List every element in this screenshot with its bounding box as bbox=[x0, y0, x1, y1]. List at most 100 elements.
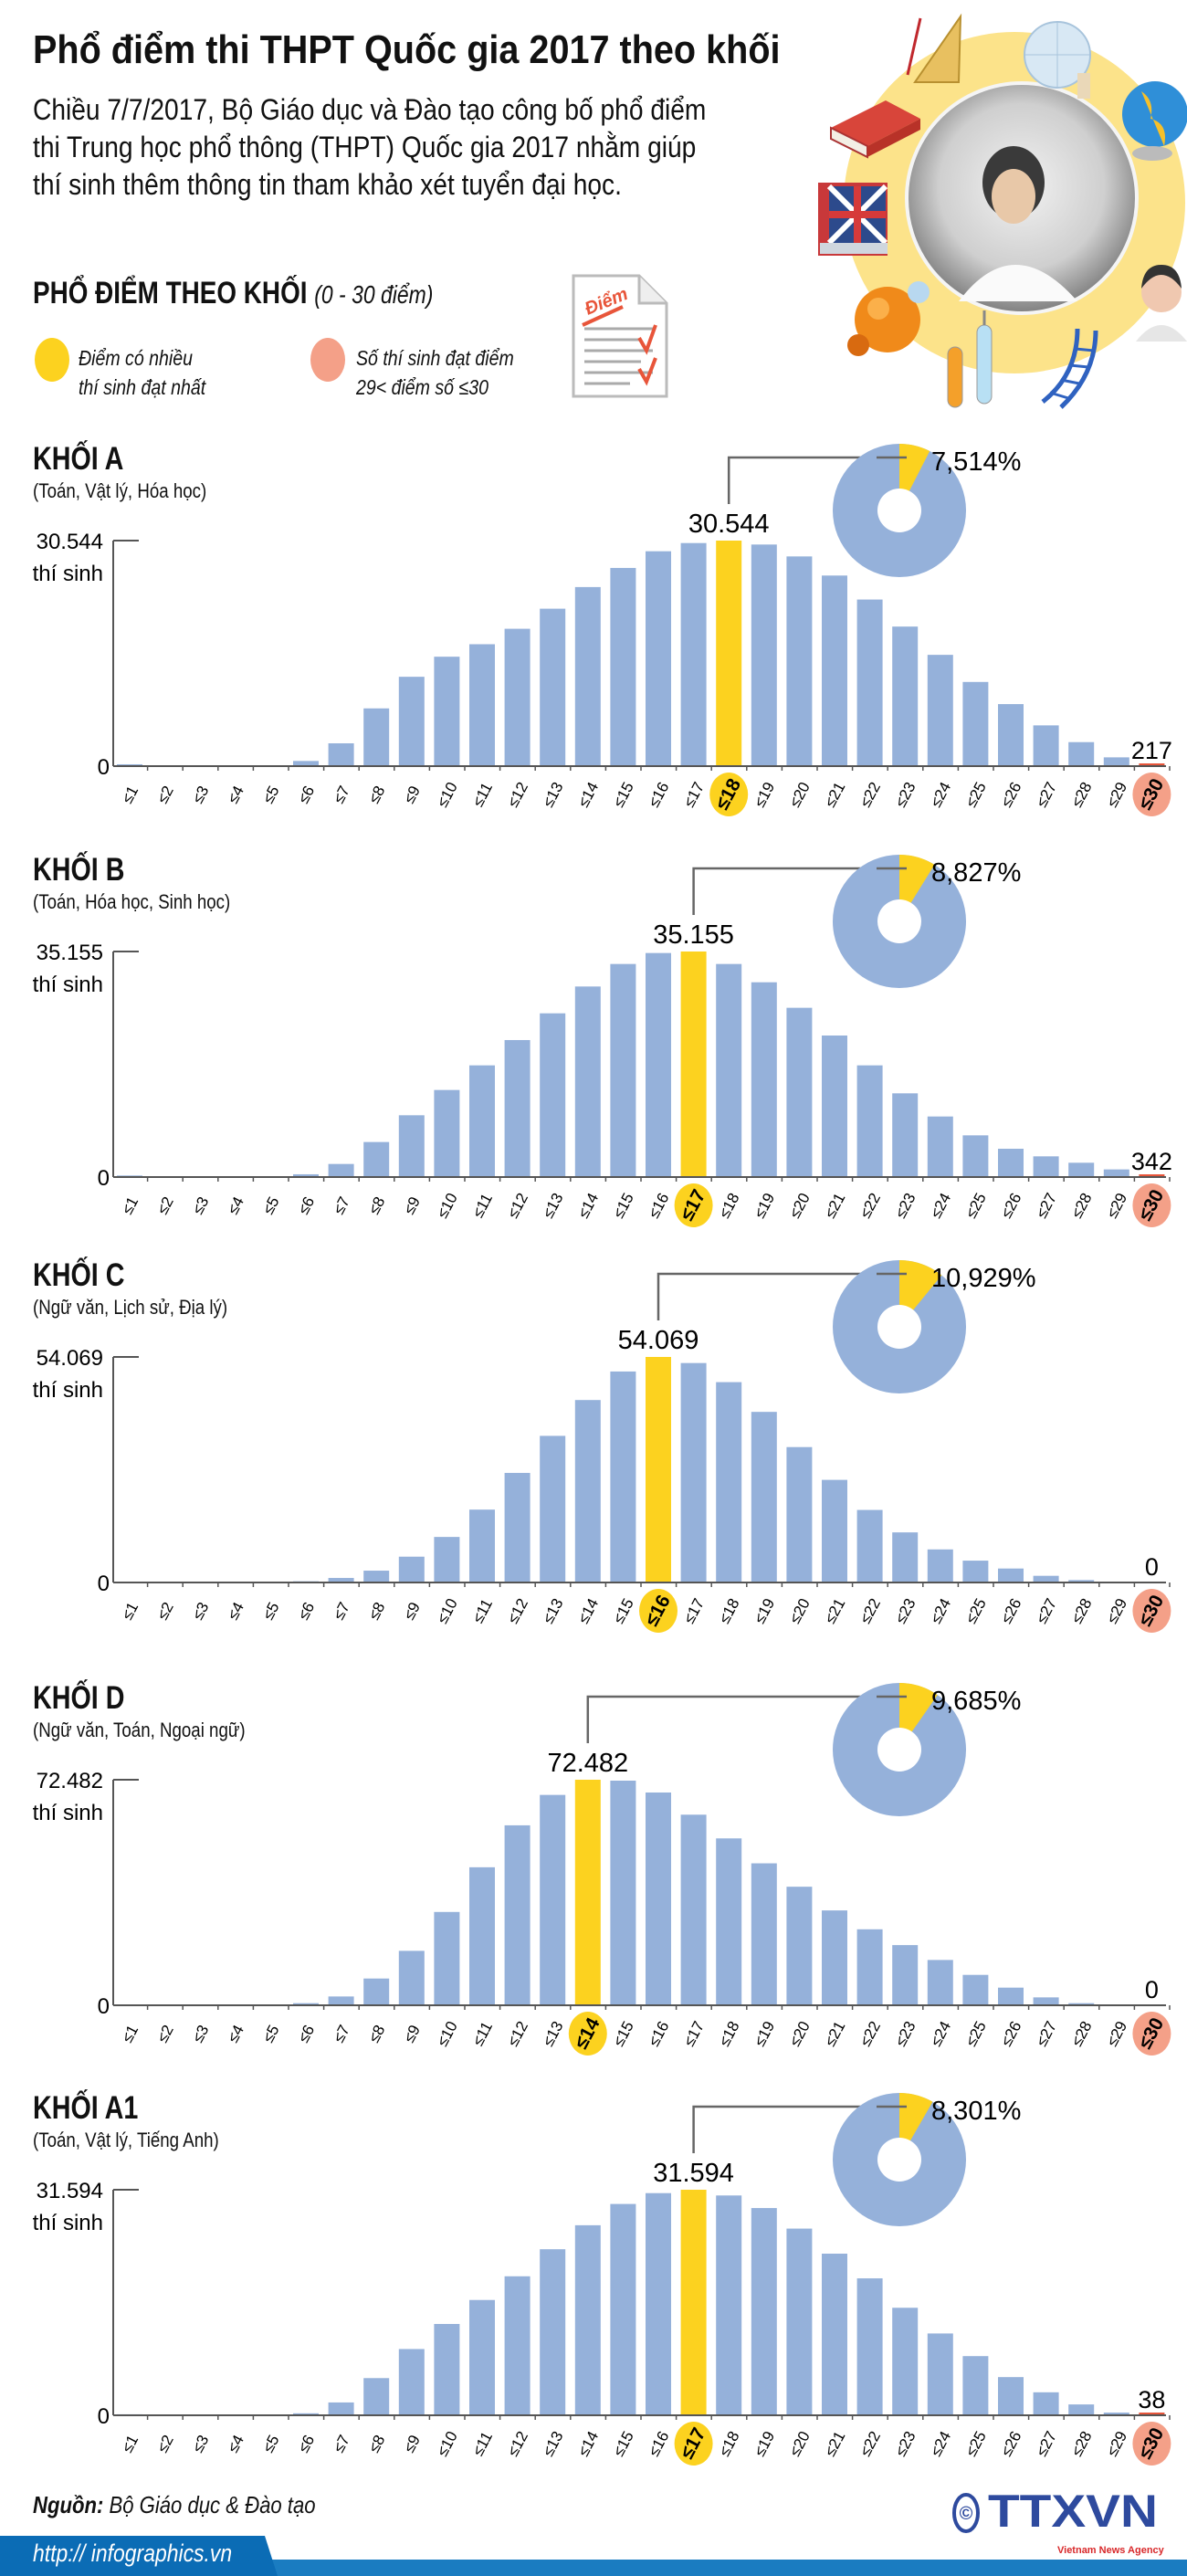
x-tick-label: ≤15 bbox=[610, 2018, 637, 2049]
x-tick-label: ≤13 bbox=[540, 2428, 567, 2459]
x-tick-label: ≤14 bbox=[574, 1190, 602, 1221]
bar-≤20 bbox=[786, 556, 813, 766]
x-tick-label: ≤20 bbox=[786, 2428, 814, 2459]
x-tick-label: ≤23 bbox=[892, 2018, 919, 2049]
bar-≤18 bbox=[716, 2195, 742, 2415]
bar-≤15 bbox=[610, 1371, 636, 1582]
x-tick-label: ≤5 bbox=[259, 783, 283, 806]
x-tick-label: ≤3 bbox=[189, 2022, 213, 2045]
x-tick-label: ≤18 bbox=[716, 1595, 743, 1626]
logo-text: TTXVN bbox=[988, 2486, 1158, 2537]
bar-≤13 bbox=[540, 608, 566, 766]
page-title: Phổ điểm thi THPT Quốc gia 2017 theo khố… bbox=[33, 27, 781, 72]
bar-≤28 bbox=[1068, 1580, 1095, 1582]
x-tick-label: ≤24 bbox=[927, 2428, 954, 2459]
bar-≤26 bbox=[998, 1568, 1024, 1582]
bar-≤15 bbox=[610, 567, 636, 766]
bar-≤18 bbox=[716, 963, 742, 1177]
bar-≤10 bbox=[434, 1911, 460, 2005]
x-tick-label: ≤6 bbox=[295, 1599, 319, 1623]
x-tick-label: ≤28 bbox=[1068, 1190, 1096, 1221]
bar-chart: 35.155 thí sinh 0 ≤1 ≤2 ≤3 ≤4 ≤5 ≤6 ≤7 ≤8 ≤9 ≤10 ≤11 ≤… bbox=[33, 855, 1172, 1227]
bar-≤30 bbox=[1139, 1174, 1165, 1177]
category-highlight-badge bbox=[1132, 2012, 1171, 2056]
chart-khoi-a: KHỐI A (Toán, Vật lý, Hóa học) 30.544 thí… bbox=[0, 419, 1187, 830]
bar-≤19 bbox=[751, 982, 777, 1177]
x-tick-label: ≤20 bbox=[786, 2018, 814, 2049]
x-tick-label: ≤4 bbox=[224, 1193, 247, 1217]
bar-≤29 bbox=[1103, 2413, 1129, 2415]
x-tick-label: ≤29 bbox=[1103, 2018, 1130, 2049]
x-tick-label: ≤13 bbox=[540, 1190, 567, 1221]
x-tick-label: ≤23 bbox=[892, 1595, 919, 1626]
x-tick-label: ≤15 bbox=[610, 1595, 637, 1626]
bar-≤21 bbox=[822, 1036, 847, 1177]
bar-≤7 bbox=[328, 1163, 354, 1177]
x-tick-label: ≤7 bbox=[330, 2022, 353, 2045]
x-tick-label: ≤24 bbox=[927, 1595, 954, 1626]
x-tick-label: ≤14 bbox=[574, 1595, 602, 1626]
y-min-label: 0 bbox=[98, 755, 110, 780]
x-tick-label: ≤16 bbox=[645, 1190, 672, 1221]
y-axis-label: thí sinh bbox=[33, 562, 103, 586]
peak-value-label: 35.155 bbox=[653, 920, 734, 950]
x-tick-label: ≤27 bbox=[1033, 2428, 1060, 2459]
bar-≤12 bbox=[504, 1824, 530, 2005]
bar-≤14 bbox=[574, 1400, 601, 1582]
x-tick-label: ≤1 bbox=[119, 2022, 142, 2045]
x-tick-label: ≤26 bbox=[997, 1595, 1024, 1626]
bar-≤19 bbox=[751, 544, 777, 766]
footer-url[interactable]: http:// infographics.vn bbox=[33, 2539, 233, 2567]
x-tick-label: ≤22 bbox=[856, 1190, 884, 1221]
x-tick-label: ≤10 bbox=[434, 779, 461, 810]
x-tick-label: ≤25 bbox=[962, 1595, 990, 1626]
x-tick-label: ≤29 bbox=[1103, 2428, 1130, 2459]
chart-title: KHỐI A bbox=[33, 441, 124, 477]
x-tick-label: ≤1 bbox=[119, 783, 142, 806]
leader-line bbox=[692, 867, 907, 915]
x-tick-label: ≤2 bbox=[153, 2432, 177, 2455]
y-max-label: 31.594 bbox=[37, 2179, 103, 2203]
bar-≤24 bbox=[927, 1116, 953, 1177]
bar-≤27 bbox=[1033, 1997, 1059, 2005]
bar-chart: 72.482 thí sinh 0 ≤1 ≤2 ≤3 ≤4 ≤5 ≤6 ≤7 ≤8 ≤9 ≤10 ≤11 ≤… bbox=[33, 1683, 1171, 2056]
bar-≤23 bbox=[892, 1093, 919, 1177]
x-tick-label: ≤11 bbox=[469, 2019, 496, 2049]
x-tick-label: ≤9 bbox=[400, 2432, 424, 2455]
bar-≤29 bbox=[1103, 757, 1129, 766]
bar-≤6 bbox=[293, 2003, 319, 2005]
bar-≤17 bbox=[680, 1362, 707, 1582]
chart-subtitle: (Toán, Vật lý, Tiếng Anh) bbox=[33, 2129, 219, 2151]
x-tick-label: ≤19 bbox=[751, 1190, 778, 1221]
x-tick-label: ≤12 bbox=[504, 2428, 531, 2459]
donut-percent-label: 7,514% bbox=[931, 447, 1021, 477]
x-tick-label: ≤29 bbox=[1103, 1595, 1130, 1626]
y-max-label: 72.482 bbox=[37, 1769, 103, 1793]
x-tick-label: ≤7 bbox=[330, 2432, 353, 2455]
bar-chart: 54.069 thí sinh 0 ≤1 ≤2 ≤3 ≤4 ≤5 ≤6 ≤7 ≤8 ≤9 ≤10 ≤11 ≤… bbox=[33, 1260, 1171, 1633]
x-tick-label: ≤15 bbox=[610, 1190, 637, 1221]
x-tick-label: ≤15 bbox=[610, 779, 637, 810]
category-highlight-badge bbox=[674, 1183, 713, 1227]
x-tick-label: ≤26 bbox=[997, 779, 1024, 810]
x-tick-label: ≤21 bbox=[821, 2428, 848, 2459]
x-tick-label: ≤9 bbox=[400, 783, 424, 806]
bar-≤7 bbox=[328, 2402, 354, 2415]
legend-peak-dot bbox=[35, 338, 69, 382]
bar-≤9 bbox=[398, 1556, 425, 1582]
y-axis-label: thí sinh bbox=[33, 973, 103, 997]
x-tick-label: ≤24 bbox=[927, 2018, 954, 2049]
x-tick-label: ≤4 bbox=[224, 2432, 247, 2455]
x-tick-label: ≤29 bbox=[1103, 1190, 1130, 1221]
legend-peak-text: Điểm có nhiều thí sinh đạt nhất bbox=[79, 346, 206, 399]
x-tick-label: ≤14 bbox=[574, 2428, 602, 2459]
bar-≤10 bbox=[434, 2324, 460, 2415]
bar-≤20 bbox=[786, 1887, 813, 2005]
top-score-value-label: 342 bbox=[1131, 1148, 1172, 1175]
x-tick-label: ≤25 bbox=[962, 2018, 990, 2049]
chart-khoi-c: KHỐI C (Ngữ văn, Lịch sử, Địa lý) 54.069… bbox=[0, 1235, 1187, 1646]
bar-≤16 bbox=[646, 551, 671, 766]
chart-subtitle: (Ngữ văn, Toán, Ngoại ngữ) bbox=[33, 1719, 246, 1741]
x-tick-label: ≤27 bbox=[1033, 1190, 1060, 1221]
intro-line: thi Trung học phổ thông (THPT) Quốc gia … bbox=[33, 131, 697, 163]
